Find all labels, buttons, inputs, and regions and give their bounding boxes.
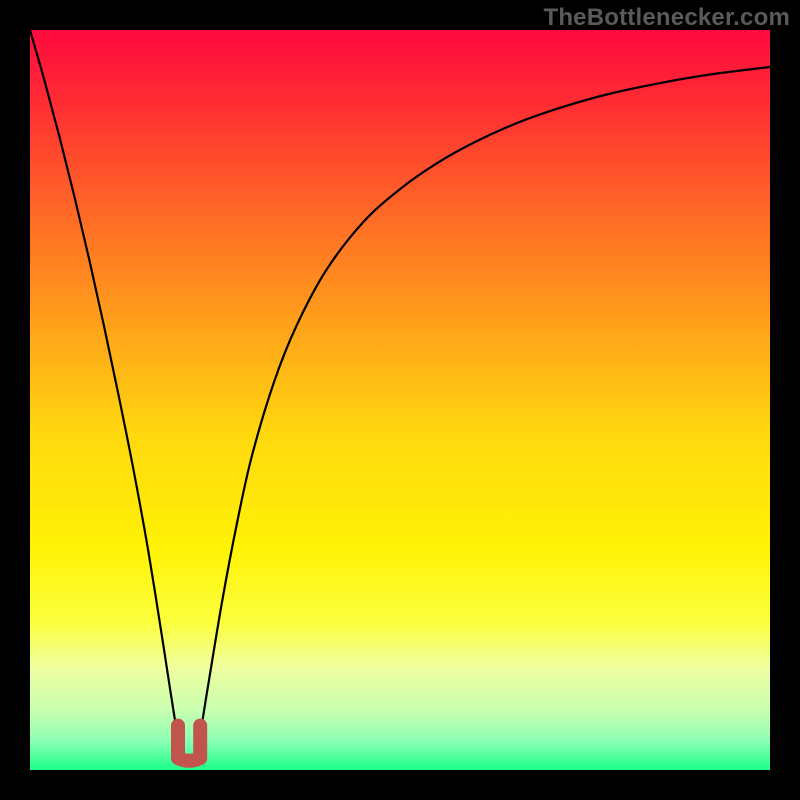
plot-background [30,30,770,770]
chart-container: TheBottlenecker.com [0,0,800,800]
watermark-text: TheBottlenecker.com [543,4,790,32]
bottleneck-chart [0,0,800,800]
